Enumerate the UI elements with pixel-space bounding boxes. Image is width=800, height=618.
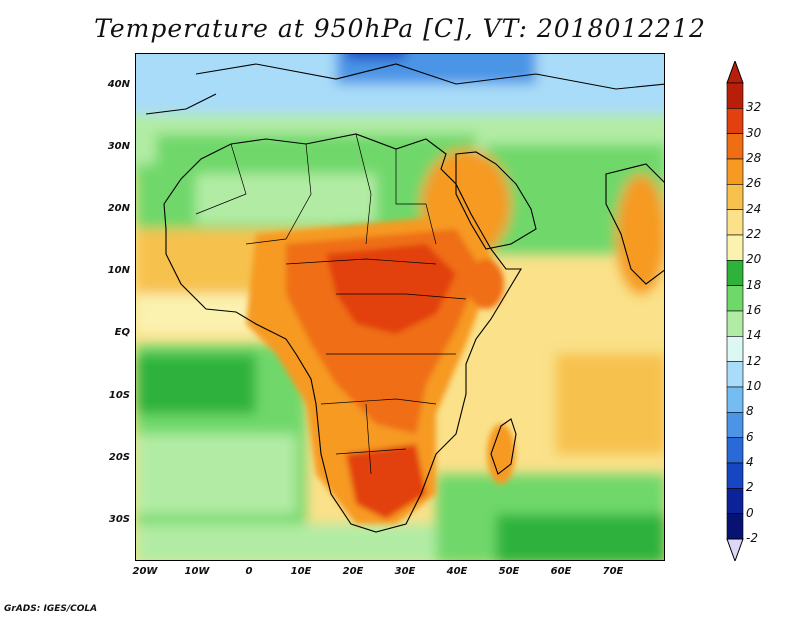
colorbar-tick-label: 26 — [746, 176, 762, 191]
colorbar-swatch — [726, 108, 744, 134]
colorbar-tick-label: 12 — [746, 353, 762, 368]
colorbar-swatch — [726, 234, 744, 261]
colorbar-swatch — [726, 412, 744, 438]
lat-label: 10N — [107, 265, 130, 276]
colorbar-swatch — [726, 285, 744, 312]
temperature-map — [135, 53, 665, 561]
colorbar-top-triangle — [726, 61, 744, 84]
grads-credit: GrADS: IGES/COLA — [4, 604, 98, 614]
coastlines — [145, 63, 664, 533]
lon-label: 60E — [550, 566, 572, 577]
lon-label: 20E — [342, 566, 364, 577]
lon-label: 70E — [602, 566, 624, 577]
lat-label: 20N — [107, 203, 130, 214]
lon-label: 10E — [290, 566, 312, 577]
colorbar-swatch — [726, 184, 744, 210]
lon-label: 0 — [245, 566, 253, 577]
colorbar-tick-label: 10 — [746, 379, 762, 393]
colorbar-tick-label: 20 — [746, 252, 762, 267]
lat-label: 30S — [108, 514, 130, 525]
colorbar-tick-label: 32 — [746, 100, 762, 115]
lat-label: 40N — [107, 79, 130, 90]
lat-label: EQ — [114, 327, 130, 338]
colorbar-swatch — [726, 310, 744, 337]
colorbar-swatch — [726, 133, 744, 160]
colorbar-tick-label: 16 — [746, 303, 762, 317]
colorbar-tick-label: 6 — [746, 429, 754, 444]
colorbar-swatch — [726, 209, 744, 236]
temperature-field — [136, 54, 664, 560]
colorbar-tick-label: 4 — [746, 455, 754, 469]
colorbar-swatch — [726, 260, 744, 286]
lat-label: 30N — [107, 141, 130, 152]
colorbar-tick-label: 14 — [746, 328, 762, 343]
colorbar-swatch — [726, 437, 744, 464]
colorbar-swatch — [726, 361, 744, 388]
colorbar-tick-label: 8 — [746, 404, 754, 419]
lon-label: 10W — [184, 566, 210, 577]
colorbar-swatch — [726, 158, 744, 185]
colorbar-swatch — [726, 336, 744, 362]
colorbar-bottom-triangle — [726, 538, 744, 561]
lon-label: 20W — [132, 566, 158, 577]
colorbar-tick-label: 22 — [746, 227, 762, 241]
colorbar-swatch — [726, 513, 744, 540]
colorbar-tick-label: 24 — [746, 201, 762, 216]
colorbar-swatch — [726, 488, 744, 514]
colorbar-tick-label: -2 — [746, 531, 758, 545]
lon-label: 50E — [498, 566, 520, 577]
lon-label: 40E — [446, 566, 468, 577]
colorbar — [726, 61, 744, 561]
colorbar-swatch — [726, 462, 744, 489]
colorbar-tick-label: 28 — [746, 151, 762, 165]
colorbar-tick-label: 0 — [746, 505, 754, 520]
lon-label: 30E — [394, 566, 416, 577]
lat-label: 20S — [108, 452, 130, 463]
colorbar-tick-label: 18 — [746, 277, 762, 292]
colorbar-swatch — [726, 386, 744, 413]
colorbar-tick-label: 30 — [746, 125, 762, 140]
colorbar-swatch — [726, 82, 744, 109]
map-title: Temperature at 950hPa [C], VT: 201801221… — [94, 14, 706, 43]
lat-label: 10S — [108, 390, 130, 401]
colorbar-tick-label: 2 — [746, 480, 754, 495]
